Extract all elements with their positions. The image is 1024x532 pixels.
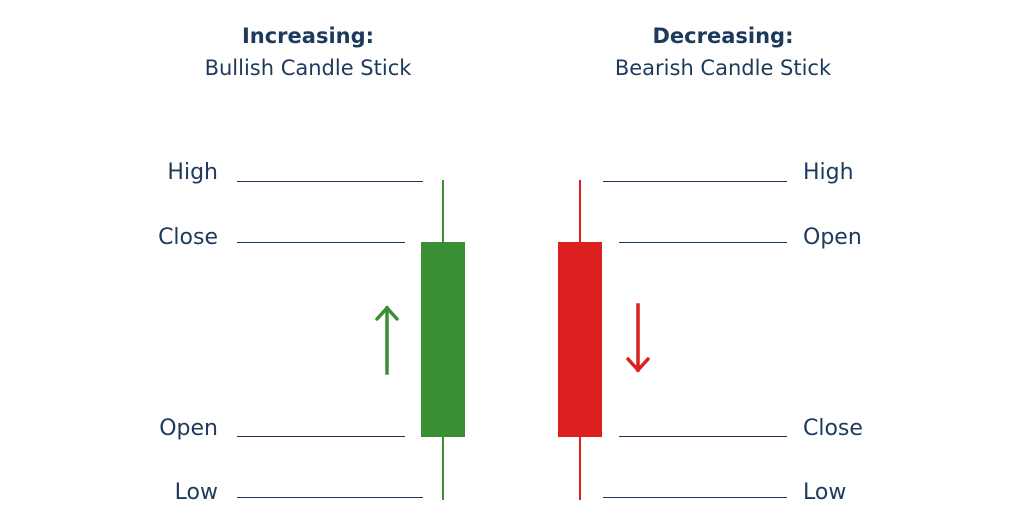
bearish-label-low: Low — [803, 480, 847, 505]
bearish-label-close: Close — [803, 416, 863, 441]
bullish-line-low — [237, 497, 423, 498]
bullish-title-bold: Increasing: — [241, 24, 375, 48]
arrow-up-icon — [375, 305, 399, 375]
arrow-down-icon — [626, 303, 650, 373]
bearish-line-open — [619, 242, 787, 243]
bullish-line-close — [237, 242, 405, 243]
bullish-label-low: Low — [174, 480, 218, 505]
bullish-line-open — [237, 436, 405, 437]
bearish-line-close — [619, 436, 787, 437]
bearish-line-low — [603, 497, 787, 498]
bearish-label-open: Open — [803, 225, 862, 250]
bearish-line-high — [603, 181, 787, 182]
bearish-title-text: Bearish Candle Stick — [614, 56, 832, 80]
bullish-label-high: High — [167, 160, 218, 185]
bearish-candle-body — [558, 242, 602, 437]
bearish-title: Decreasing: Bearish Candle Stick — [590, 20, 856, 84]
bearish-title-bold: Decreasing: — [652, 24, 794, 48]
bullish-title-text: Bullish Candle Stick — [204, 56, 412, 80]
bullish-candle-body — [421, 242, 465, 437]
bullish-label-close: Close — [158, 225, 218, 250]
bullish-line-high — [237, 181, 423, 182]
bullish-label-open: Open — [159, 416, 218, 441]
bearish-label-high: High — [803, 160, 854, 185]
bullish-title: Increasing: Bullish Candle Stick — [180, 20, 436, 84]
